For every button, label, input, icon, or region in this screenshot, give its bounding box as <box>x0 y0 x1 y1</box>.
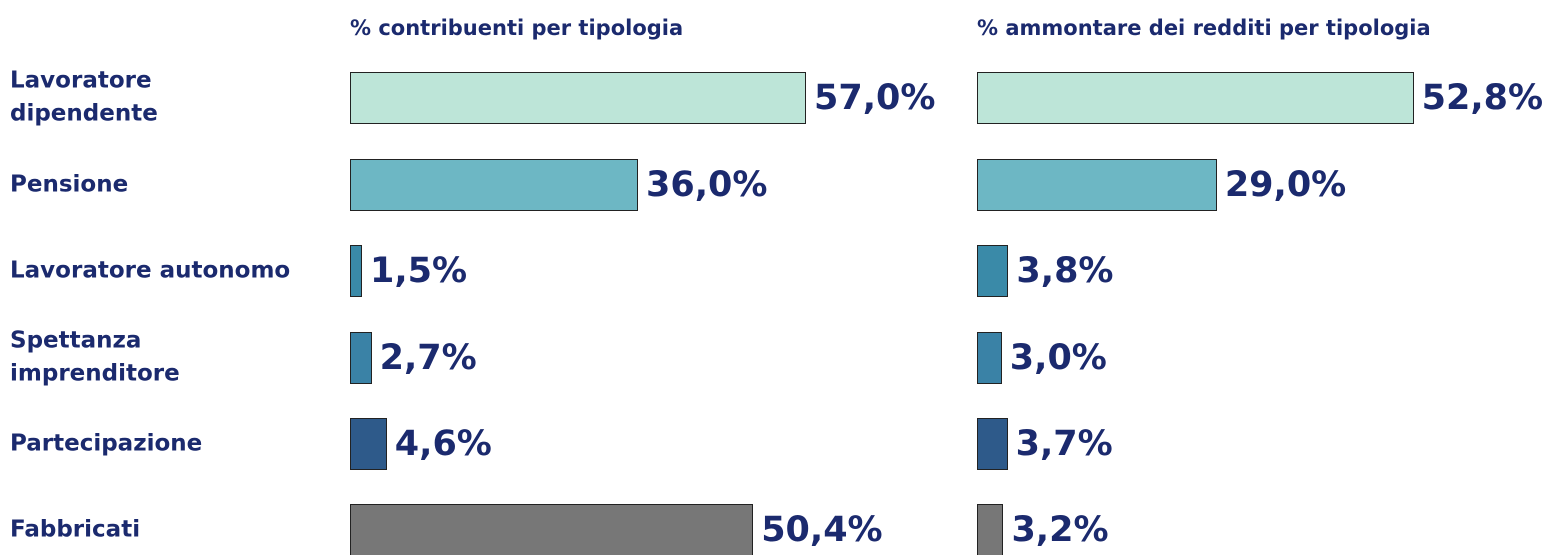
value-label: 50,4% <box>761 510 883 550</box>
value-label: 3,7% <box>1015 424 1113 464</box>
value-label: 29,0% <box>1224 165 1347 205</box>
value-label: 57,0% <box>814 78 936 118</box>
bar <box>350 245 362 297</box>
category-label: Lavoratore dipendente <box>10 67 158 127</box>
bar <box>977 72 1414 124</box>
value-label: 36,0% <box>646 165 768 205</box>
category-label: Partecipazione <box>10 430 203 457</box>
bar <box>977 245 1009 297</box>
value-label: 3,8% <box>1016 251 1114 291</box>
bar <box>977 332 1002 384</box>
value-label: 1,5% <box>370 251 468 291</box>
panel-title: % contribuenti per tipologia <box>350 16 684 40</box>
bar <box>350 332 372 384</box>
category-label: Spettanza imprenditore <box>10 327 180 387</box>
category-label: Fabbricati <box>10 516 141 543</box>
bar <box>977 159 1217 211</box>
bar <box>350 159 638 211</box>
bar <box>977 418 1008 470</box>
panel-title: % ammontare dei redditi per tipologia <box>977 16 1431 40</box>
category-label: Lavoratore autonomo <box>10 257 291 284</box>
value-label: 4,6% <box>394 424 492 464</box>
value-label: 3,2% <box>1011 510 1109 550</box>
bar <box>977 504 1004 555</box>
bar <box>350 72 806 124</box>
bar <box>350 418 387 470</box>
category-label: Pensione <box>10 171 129 198</box>
value-label: 52,8% <box>1421 78 1543 118</box>
value-label: 3,0% <box>1009 338 1107 378</box>
value-label: 2,7% <box>379 338 477 378</box>
bar <box>350 504 754 555</box>
